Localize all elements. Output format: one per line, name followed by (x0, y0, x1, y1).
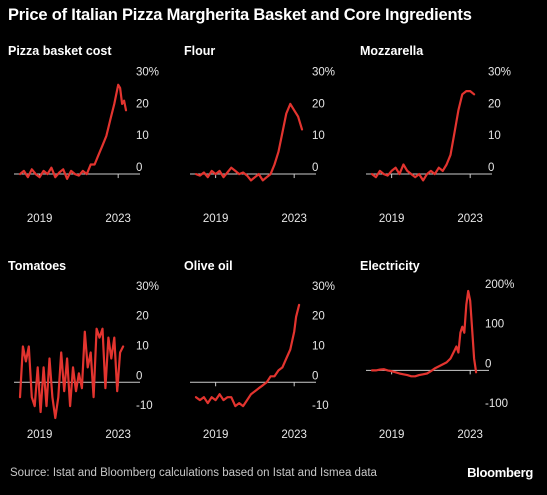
x-tick-label: 2019 (203, 429, 229, 441)
y-tick-label: 20 (312, 311, 325, 323)
x-tick-label: 2019 (27, 429, 53, 441)
y-tick-label: 30% (488, 66, 511, 78)
y-tick-label: 30% (312, 281, 335, 293)
y-tick-label: 20 (312, 98, 325, 110)
y-tick-label: -100 (485, 398, 508, 410)
y-tick-label: 10 (488, 130, 501, 142)
panel-title-pizza-basket-cost: Pizza basket cost (8, 44, 112, 58)
y-tick-label: -10 (136, 400, 153, 412)
y-tick-label: 0 (312, 370, 318, 382)
y-tick-label: 10 (136, 341, 149, 353)
panel-title-olive-oil: Olive oil (184, 259, 233, 273)
chart-panel-1: 0 10 20 30% 2019 2023 (190, 66, 335, 225)
y-tick-label: 200% (485, 279, 514, 291)
x-tick-label: 2023 (281, 213, 307, 225)
panel-title-flour: Flour (184, 44, 216, 58)
y-tick-label: 20 (136, 311, 149, 323)
x-tick-label: 2023 (457, 429, 483, 441)
x-tick-label: 2019 (379, 429, 405, 441)
y-tick-label: 0 (488, 162, 494, 174)
y-tick-label: 0 (485, 358, 491, 370)
bloomberg-logo: Bloomberg (467, 465, 533, 480)
y-tick-label: 30% (312, 66, 335, 78)
y-tick-label: 0 (136, 162, 142, 174)
y-tick-label: 0 (312, 162, 318, 174)
y-tick-label: 30% (136, 281, 159, 293)
series-line (370, 289, 478, 378)
chart-panel-4: -10 0 10 20 30% 2019 2023 (190, 281, 335, 441)
chart-panel-5: -100 0 100 200% 2019 2023 (366, 279, 514, 441)
y-tick-label: 20 (488, 98, 501, 110)
x-tick-label: 2019 (379, 213, 405, 225)
x-tick-label: 2023 (281, 429, 307, 441)
x-tick-label: 2019 (27, 213, 53, 225)
series-line (194, 303, 301, 408)
series-line (194, 102, 304, 182)
y-tick-label: 30% (136, 66, 159, 78)
y-tick-label: 20 (136, 98, 149, 110)
page-title: Price of Italian Pizza Margherita Basket… (8, 6, 472, 24)
source-note: Source: Istat and Bloomberg calculations… (10, 467, 377, 479)
series-line (370, 89, 476, 182)
y-tick-label: 100 (485, 319, 504, 331)
series-line (18, 327, 125, 420)
chart-panel-2: 0 10 20 30% 2019 2023 (366, 66, 511, 225)
x-tick-label: 2023 (105, 213, 131, 225)
chart-panel-0: 0 10 20 30% 2019 2023 (14, 66, 159, 225)
y-tick-label: 10 (136, 130, 149, 142)
panel-title-tomatoes: Tomatoes (8, 259, 67, 273)
y-tick-label: 0 (136, 370, 142, 382)
y-tick-label: 10 (312, 130, 325, 142)
x-tick-label: 2023 (457, 213, 483, 225)
x-tick-label: 2023 (105, 429, 131, 441)
panel-title-mozzarella: Mozzarella (360, 44, 424, 58)
x-tick-label: 2019 (203, 213, 229, 225)
panel-title-electricity: Electricity (360, 259, 420, 273)
y-tick-label: 10 (312, 341, 325, 353)
series-line (18, 83, 128, 180)
chart-panel-3: -10 0 10 20 30% 2019 2023 (14, 281, 159, 441)
y-tick-label: -10 (312, 400, 329, 412)
